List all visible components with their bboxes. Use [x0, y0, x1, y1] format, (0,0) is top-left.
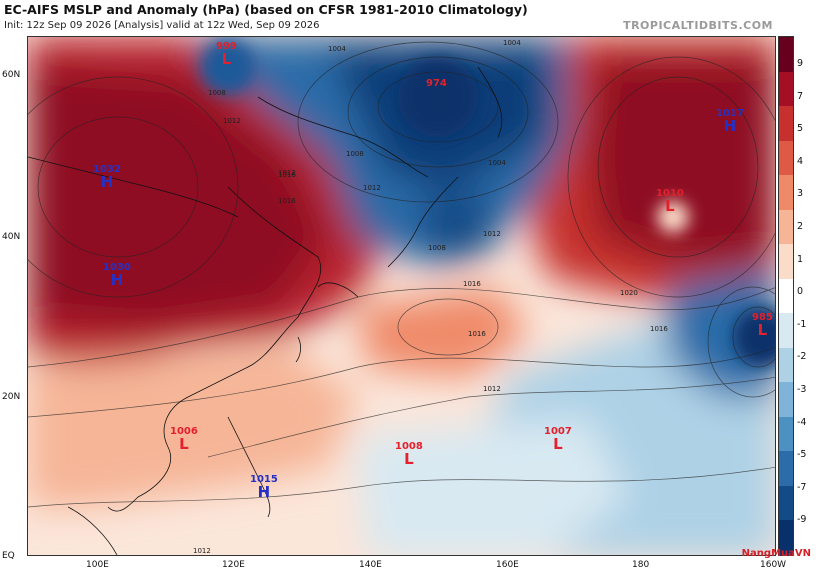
- lon-label: 120E: [222, 560, 245, 570]
- colorbar-tick: 7: [797, 90, 804, 102]
- isobar-label: 1016: [650, 325, 668, 333]
- colorbar-segment: [779, 382, 793, 417]
- lat-label: 40N: [2, 232, 21, 242]
- isobar-label: 1004: [503, 39, 521, 47]
- pressure-center-low: 1007 L: [544, 426, 572, 453]
- coastlines: [28, 66, 503, 555]
- colorbar-tick: -4: [797, 416, 807, 428]
- lat-label: EQ: [2, 551, 15, 561]
- colorbar-tick: -7: [797, 481, 807, 493]
- colorbar-segment: [779, 140, 793, 176]
- isobar-label: 1012: [483, 230, 501, 238]
- pressure-center-low: 1008 L: [395, 441, 423, 468]
- colorbar-segment: [779, 451, 793, 486]
- colorbar-tick: 0: [797, 286, 804, 298]
- colorbar-tick: -2: [797, 351, 807, 363]
- colorbar-tick: 2: [797, 221, 804, 232]
- site-brand: TROPICALTIDBITS.COM: [623, 19, 773, 32]
- pressure-center-high: 1017 H: [716, 108, 744, 135]
- lon-label: 180: [632, 560, 650, 570]
- colorbar-tick: -5: [797, 449, 807, 461]
- lon-label: 160E: [496, 560, 519, 570]
- lon-label: 100E: [86, 560, 109, 570]
- isobar-label: 1008: [208, 89, 226, 97]
- colorbar-segment: [779, 209, 793, 245]
- colorbar-segment: [779, 347, 793, 383]
- isobar-label: 1004: [328, 45, 346, 53]
- pressure-center-low: 1006 L: [170, 426, 198, 453]
- colorbar-segment: [779, 175, 793, 210]
- pressure-center-low: 974: [426, 78, 447, 89]
- colorbar-segment: [779, 278, 793, 314]
- isobar-label: 1008: [428, 244, 446, 252]
- colorbar-segment: [779, 520, 793, 555]
- lat-label: 60N: [2, 70, 21, 80]
- mslp-anomaly-map: 1004 1004 1008 1012 1012 1016 1016 1016 …: [27, 36, 776, 556]
- anomaly-field: [28, 37, 775, 555]
- isobar-label: 1004: [488, 159, 506, 167]
- lat-label: 20N: [2, 392, 21, 402]
- isobar-label: 1012: [363, 184, 381, 192]
- isobar-label: 1012: [193, 547, 211, 555]
- colorbar-segment: [779, 244, 793, 279]
- colorbar-tick: -9: [797, 514, 807, 526]
- colorbar-tick: -1: [797, 318, 807, 330]
- colorbar-segment: [779, 416, 793, 452]
- colorbar-segment: [779, 71, 793, 107]
- isobar-label: 1012: [483, 385, 501, 393]
- colorbar-segment: [779, 106, 793, 141]
- anomaly-colorbar: [778, 36, 794, 556]
- colorbar-segment: [779, 485, 793, 521]
- isobar-label: 1012: [278, 169, 296, 177]
- isobar-label: 1008: [346, 150, 364, 158]
- pressure-center-high: 1032 H: [93, 164, 121, 191]
- colorbar-segment: [779, 313, 793, 348]
- colorbar-tick: 9: [797, 58, 804, 69]
- pressure-center-high: 1015 H: [250, 474, 278, 501]
- isobar-label: 1016: [468, 330, 486, 338]
- isobar-label: 1016: [463, 280, 481, 288]
- colorbar-tick: 5: [797, 123, 804, 135]
- pressure-center-high: 1030 H: [103, 262, 131, 289]
- lon-label: 160W: [760, 560, 787, 570]
- nangmuavn-logo: NangMuaVN: [741, 548, 811, 559]
- colorbar-tick: 1: [797, 253, 804, 265]
- isobar-label: 1016: [278, 171, 296, 179]
- lon-label: 140E: [359, 560, 382, 570]
- pressure-center-low: 1010 L: [656, 188, 684, 215]
- page-title: EC-AIFS MSLP and Anomaly (hPa) (based on…: [4, 2, 528, 17]
- colorbar-tick: -3: [797, 384, 807, 395]
- colorbar-segment: [779, 37, 793, 72]
- colorbar-tick: 3: [797, 188, 804, 200]
- isobar-lines: [28, 41, 775, 508]
- pressure-center-low: 985 L: [752, 312, 773, 339]
- init-valid-line: Init: 12z Sep 09 2026 [Analysis] valid a…: [4, 20, 320, 31]
- colorbar-tick: 4: [797, 155, 804, 167]
- isobar-label: 1012: [223, 117, 241, 125]
- isobar-label: 1020: [620, 289, 638, 297]
- isobar-label: 1016: [278, 197, 296, 205]
- pressure-center-low: 999 L: [216, 41, 237, 68]
